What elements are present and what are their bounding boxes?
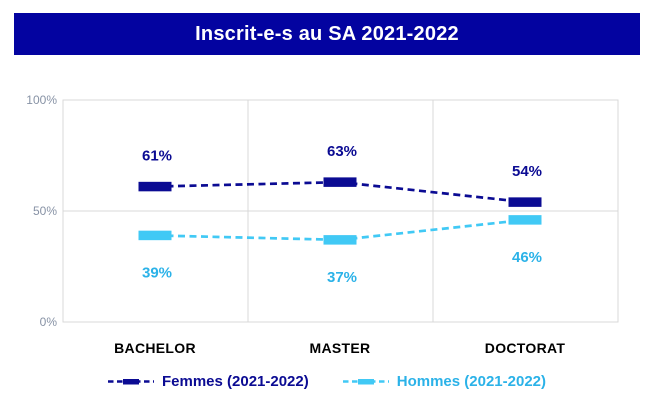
marker-hommes-doctorat [508, 215, 542, 225]
marker-hommes-master [323, 235, 357, 245]
data-label-hommes-bachelor: 39% [142, 264, 172, 281]
marker-femmes-master [323, 177, 357, 187]
x-axis-label-bachelor: BACHELOR [114, 340, 196, 356]
data-label-femmes-bachelor: 61% [142, 148, 172, 165]
legend-label-hommes: Hommes (2021-2022) [396, 373, 546, 390]
chart-legend: Femmes (2021-2022) Hommes (2021-2022) [0, 373, 654, 390]
femmes-dashed-line-swatch-icon [107, 379, 154, 385]
x-axis-label-master: MASTER [310, 340, 371, 356]
chart-title-bar: Inscrit-e-s au SA 2021-2022 [14, 13, 640, 55]
legend-label-femmes: Femmes (2021-2022) [161, 373, 309, 390]
x-axis-label-doctorat: DOCTORAT [485, 340, 566, 356]
hommes-dashed-line-swatch-icon [342, 379, 389, 385]
data-label-femmes-master: 63% [327, 143, 357, 160]
data-label-hommes-master: 37% [327, 269, 357, 286]
y-axis-tick-label: 50% [33, 204, 57, 218]
y-axis-tick-label: 0% [40, 315, 58, 329]
chart-title: Inscrit-e-s au SA 2021-2022 [195, 22, 459, 45]
data-label-femmes-doctorat: 54% [512, 163, 542, 180]
data-label-hommes-doctorat: 46% [512, 249, 542, 266]
legend-item-femmes: Femmes (2021-2022) [107, 373, 309, 390]
marker-femmes-doctorat [508, 197, 542, 207]
y-axis-tick-label: 100% [26, 93, 57, 107]
marker-hommes-bachelor [138, 230, 172, 241]
marker-femmes-bachelor [138, 181, 172, 192]
legend-item-hommes: Hommes (2021-2022) [342, 373, 546, 390]
